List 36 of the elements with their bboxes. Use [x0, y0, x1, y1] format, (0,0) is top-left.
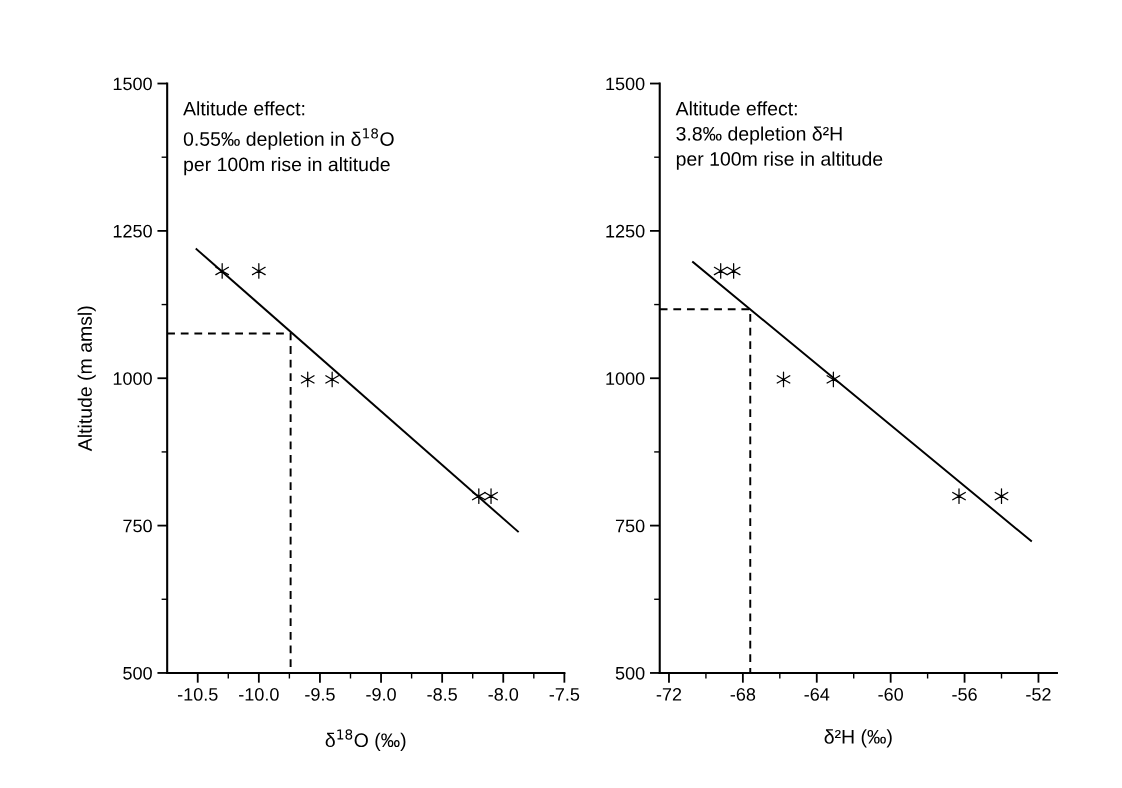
x-tick-label: -7.5 [549, 688, 580, 701]
point [484, 488, 498, 505]
annotation: Altitude effect: 0.55‰ depletion in δ$^{18}$O per 100m rise in altitude [183, 101, 394, 176]
point [952, 488, 966, 505]
point [251, 263, 266, 279]
y-tick-label: 750 [615, 519, 645, 533]
y-tick-label: 1250 [606, 224, 645, 238]
y-axis-title: Altitude (m amsl) [77, 306, 96, 452]
x-tick-label: -10.5 [177, 688, 218, 701]
y-tick-label: 1500 [606, 77, 645, 91]
x-tick-label: -10.0 [239, 688, 279, 701]
point [300, 371, 315, 388]
x-tick-label: -9.0 [366, 688, 396, 701]
x-tick-label: -72 [656, 688, 682, 701]
point [215, 263, 230, 279]
x-axis-title: δ²H (‰) [824, 729, 892, 748]
y-tick-label: 1000 [113, 372, 152, 385]
y-tick-label: 1000 [606, 372, 645, 385]
y-tick-label: 750 [123, 519, 152, 533]
x-tick-label: -60 [878, 688, 903, 701]
y-tick-label: 1500 [113, 77, 152, 91]
x-tick-label: -9.5 [305, 688, 335, 701]
x-tick-label: -8.0 [488, 688, 519, 701]
x-axis-title: δ$^{18}$O (‰) [325, 729, 406, 751]
x-tick-label: -64 [804, 688, 830, 701]
point [826, 371, 841, 388]
point [325, 371, 340, 388]
y-tick-label: 500 [615, 666, 645, 680]
x-tick-label: -8.5 [427, 688, 457, 701]
x-tick-label: -68 [730, 688, 756, 701]
y-tick-label: 500 [123, 666, 152, 680]
x-tick-label: -56 [952, 688, 977, 701]
y-tick-label: 1250 [113, 224, 152, 238]
annotation: Altitude effect: 3.8‰ depletion δ²H per 100m rise in altitude [675, 101, 883, 170]
x-tick-label: -52 [1026, 688, 1051, 701]
point [726, 263, 741, 279]
